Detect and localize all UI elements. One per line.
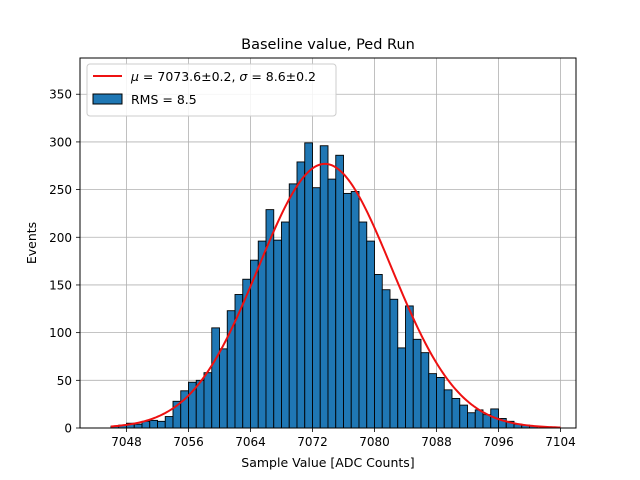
y-tick-label: 100: [49, 326, 72, 340]
histogram-bar: [281, 221, 290, 429]
histogram-bar: [443, 389, 453, 429]
histogram-bar: [397, 347, 406, 429]
y-tick-label: 200: [49, 231, 72, 245]
x-tick-label: 7072: [297, 435, 328, 449]
histogram-bar: [327, 178, 337, 429]
histogram-bar: [381, 289, 391, 429]
gaussian-fit: [110, 162, 561, 429]
x-axis: 7048 7056 7064 7072 7080 7088 7096 7104: [111, 428, 576, 449]
legend-rms-label: RMS = 8.5: [131, 92, 197, 107]
legend-sigma-symbol: σ: [239, 69, 248, 84]
x-tick-label: 7048: [111, 435, 142, 449]
histogram-bar: [451, 397, 461, 429]
histogram-bar: [366, 240, 375, 429]
histogram-bar: [467, 412, 476, 429]
y-tick-label: 150: [49, 278, 72, 292]
chart-title: Baseline value, Ped Run: [241, 37, 415, 53]
histogram-bar: [133, 423, 143, 429]
histogram-bar: [374, 274, 383, 429]
histogram-bar: [164, 416, 174, 429]
histogram-bar: [482, 414, 492, 429]
histogram-bar: [459, 404, 468, 429]
histogram-bar: [358, 221, 368, 429]
histogram-bar: [304, 142, 313, 429]
fit-curve-line: [110, 162, 561, 429]
histogram-bar: [389, 298, 399, 429]
x-axis-label: Sample Value [ADC Counts]: [241, 455, 414, 470]
legend: μ = 7073.6±0.2, σ = 8.6±0.2 RMS = 8.5: [86, 63, 337, 117]
x-tick-label: 7064: [235, 435, 266, 449]
histogram-bar: [405, 305, 414, 429]
plot-area-frame: [79, 57, 577, 429]
x-tick-label: 7088: [421, 435, 452, 449]
legend-mu-text: = 7073.6±0.2,: [139, 69, 239, 84]
histogram-bar: [195, 379, 205, 429]
histogram-bar: [436, 377, 445, 429]
histogram-bar: [428, 373, 437, 429]
legend-sigma-text: = 8.6±0.2: [247, 69, 316, 84]
histogram-bar: [350, 191, 360, 429]
histogram-bar: [312, 187, 321, 429]
histogram-bar: [319, 145, 329, 429]
histogram-bar: [211, 327, 220, 429]
y-tick-label: 250: [49, 183, 72, 197]
legend-bar-swatch: [92, 93, 123, 105]
y-tick-label: 300: [49, 135, 72, 149]
histogram-bar: [288, 183, 298, 429]
y-tick-label: 350: [49, 88, 72, 102]
y-axis-label: Events: [24, 222, 39, 264]
histogram-bar: [273, 239, 282, 429]
histogram-bar: [219, 348, 228, 429]
histogram-bar: [412, 338, 422, 429]
y-tick-label: 0: [64, 422, 72, 436]
histogram-bar: [420, 352, 430, 429]
x-tick-label: 7096: [483, 435, 514, 449]
histogram-bar: [257, 240, 267, 429]
x-tick-label: 7080: [359, 435, 390, 449]
x-tick-label: 7104: [545, 435, 576, 449]
y-tick-label: 50: [57, 374, 72, 388]
histogram-bar: [149, 419, 158, 429]
histogram-bar: [203, 372, 213, 429]
legend-fit-label: μ = 7073.6±0.2, σ = 8.6±0.2: [130, 69, 316, 84]
legend-box: [86, 63, 337, 117]
histogram-bars: [110, 142, 538, 429]
histogram-bar: [343, 192, 352, 429]
y-axis: 0 50 100 150 200 250 300 350: [49, 88, 80, 436]
histogram-bar: [296, 161, 306, 429]
histogram-bar: [157, 420, 166, 429]
legend-mu-symbol: μ: [130, 69, 139, 84]
x-tick-label: 7056: [173, 435, 204, 449]
histogram-bar: [335, 154, 344, 429]
